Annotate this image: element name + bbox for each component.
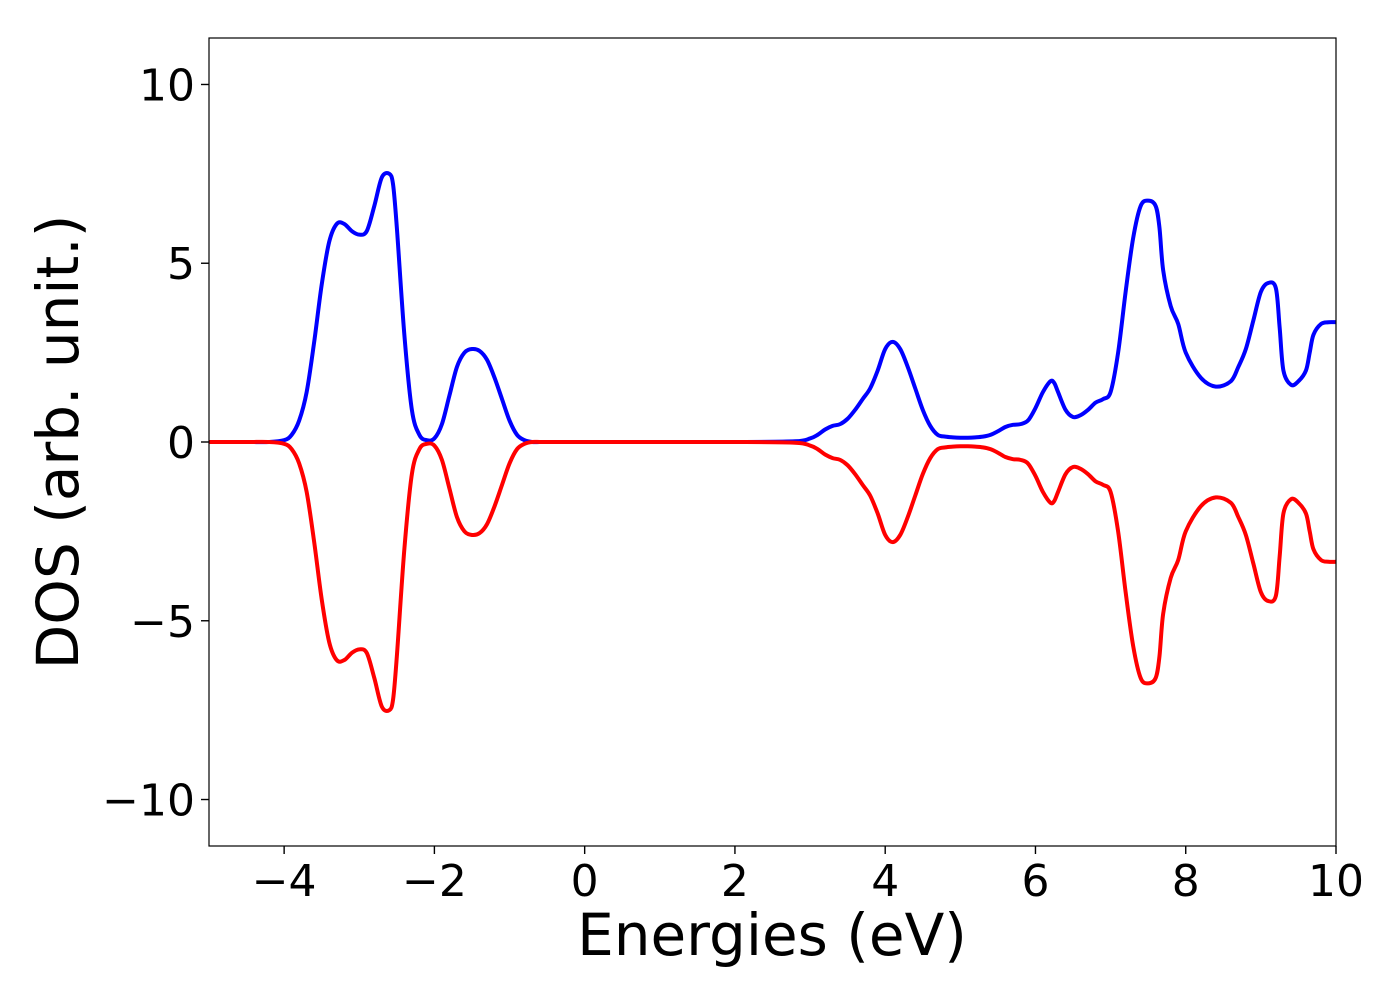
y-tick-label: −10	[102, 776, 195, 827]
y-axis-label: DOS (arb. unit.)	[24, 215, 92, 670]
y-tick-label: −5	[130, 597, 195, 648]
x-tick-label: 4	[871, 856, 899, 907]
x-axis-label: Energies (eV)	[577, 901, 967, 969]
dos-line-negative	[209, 439, 1336, 713]
y-tick-label: 0	[167, 418, 195, 469]
y-tick-label: 5	[167, 239, 195, 290]
x-tick-label: −4	[252, 856, 317, 907]
y-tick-label: 10	[139, 60, 195, 111]
dos-line-positive	[209, 171, 1336, 445]
x-tick-label: 10	[1308, 856, 1364, 907]
x-tick-label: 8	[1172, 856, 1200, 907]
series-layer	[209, 171, 1336, 713]
x-axis: −4 −2 0 2 4 6 8 10	[252, 846, 1364, 907]
x-tick-label: 2	[721, 856, 749, 907]
x-tick-label: 0	[571, 856, 599, 907]
x-tick-label: −2	[402, 856, 467, 907]
y-axis: 10 5 0 −5 −10	[102, 60, 209, 827]
x-tick-label: 6	[1021, 856, 1049, 907]
